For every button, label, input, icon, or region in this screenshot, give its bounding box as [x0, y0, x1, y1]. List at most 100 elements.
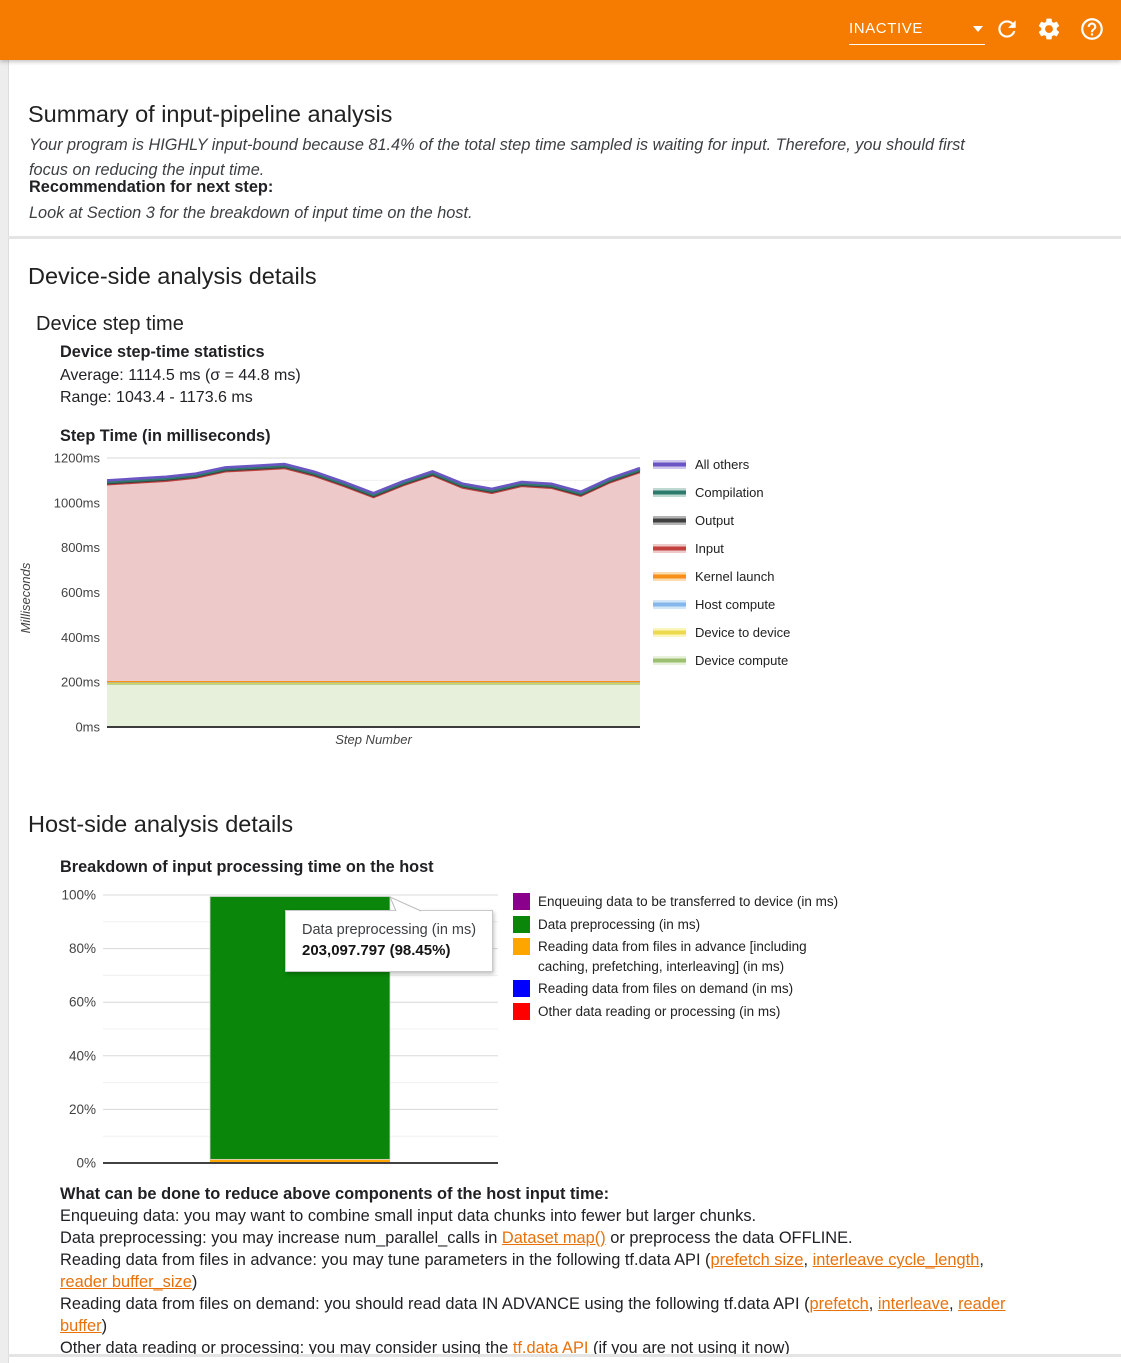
section-divider [8, 236, 1121, 239]
svg-text:1000ms: 1000ms [54, 495, 101, 510]
svg-text:Step Number: Step Number [335, 732, 412, 747]
legend-item: Output [653, 513, 790, 528]
device-step-time-chart: 0ms 200ms 400ms 600ms 800ms 1000ms 1200ms Milli… [18, 448, 665, 765]
bottom-divider [8, 1354, 1121, 1357]
legend-label: Reading data from files on demand (in ms… [538, 981, 794, 996]
tooltip-pointer [383, 895, 429, 918]
settings-button[interactable] [1036, 16, 1064, 44]
help-button[interactable] [1079, 16, 1107, 44]
host-chart-title: Breakdown of input processing time on th… [60, 858, 434, 876]
svg-text:100%: 100% [61, 888, 96, 903]
legend-label: All others [695, 457, 750, 472]
tip-line: buffer) [60, 1317, 108, 1335]
host-chart-legend: Enqueuing data to be transferred to devi… [513, 892, 838, 1024]
legend-label: Reading data from files in advance [incl… [538, 939, 807, 974]
legend-item: Reading data from files in advance [incl… [513, 937, 838, 976]
legend-item: Host compute [653, 597, 790, 612]
legend-swatch-icon [653, 516, 686, 525]
device-chart-title: Step Time (in milliseconds) [60, 427, 271, 445]
legend-item: All others [653, 457, 790, 472]
legend-label: Device to device [695, 625, 791, 640]
legend-swatch-icon [653, 544, 686, 553]
tip-line: Other data reading or processing: you ma… [60, 1339, 790, 1357]
legend-swatch-icon [513, 893, 530, 910]
refresh-icon [994, 20, 1020, 46]
svg-text:800ms: 800ms [61, 540, 101, 555]
legend-label: Output [695, 513, 735, 528]
legend-label: Compilation [695, 485, 764, 500]
svg-text:40%: 40% [69, 1048, 96, 1063]
legend-item: Compilation [653, 485, 790, 500]
legend-item: Device to device [653, 625, 790, 640]
legend-label: Other data reading or processing (in ms) [538, 1003, 781, 1019]
summary-title: Summary of input-pipeline analysis [28, 101, 393, 127]
device-stats-average: Average: 1114.5 ms (σ = 44.8 ms) [60, 367, 301, 384]
device-stats-range: Range: 1043.4 - 1173.6 ms [60, 389, 253, 406]
help-icon [1079, 18, 1105, 46]
legend-label: Enqueuing data to be transferred to devi… [538, 894, 839, 909]
host-section-title: Host-side analysis details [28, 811, 294, 837]
legend-swatch-icon [513, 1002, 530, 1020]
tip-line: Data preprocessing: you may increase num… [60, 1229, 853, 1247]
legend-label: Input [695, 541, 724, 556]
legend-item: Enqueuing data to be transferred to devi… [513, 892, 838, 912]
tfdata-api-link[interactable]: reader [958, 1295, 1006, 1313]
legend-swatch-icon [653, 600, 686, 609]
chevron-down-icon [973, 26, 983, 32]
tip-line: reader buffer_size) [60, 1273, 198, 1291]
legend-item: Data preprocessing (in ms) [513, 915, 838, 935]
svg-text:0%: 0% [76, 1156, 96, 1171]
tfdata-api-link[interactable]: prefetch size [710, 1251, 804, 1269]
recommendation-body: Look at Section 3 for the breakdown of i… [29, 204, 473, 222]
summary-body-line2: focus on reducing the input time. [29, 161, 265, 179]
tooltip-series-name: Data preprocessing (in ms) [302, 922, 477, 938]
legend-swatch-icon [513, 980, 530, 997]
tooltip-value: 203,097.797 (98.45%) [302, 942, 451, 959]
summary-body-line1: Your program is HIGHLY input-bound becau… [29, 136, 965, 154]
recommendation-heading: Recommendation for next step: [29, 178, 274, 196]
legend-swatch-icon [513, 938, 530, 955]
legend-item: Other data reading or processing (in ms) [513, 1002, 838, 1022]
legend-label: Data preprocessing (in ms) [538, 916, 701, 932]
tfdata-api-link[interactable]: prefetch [809, 1295, 869, 1313]
tip-line: What can be done to reduce above compone… [60, 1185, 610, 1203]
legend-label: Device compute [695, 653, 789, 668]
legend-swatch-icon [653, 628, 686, 637]
device-section-title: Device-side analysis details [28, 263, 317, 289]
gear-icon [1036, 18, 1062, 46]
tip-line: Reading data from files in advance: you … [60, 1251, 984, 1269]
legend-swatch-icon [653, 488, 686, 497]
toolbar: INACTIVE [0, 0, 1121, 60]
device-chart-legend: All others Compilation Output Input Kernel l… [653, 457, 790, 681]
svg-text:0ms: 0ms [75, 720, 100, 735]
refresh-button[interactable] [994, 16, 1022, 44]
chart-tooltip: Data preprocessing (in ms) 203,097.797 (… [285, 910, 494, 972]
tip-line: Enqueuing data: you may want to combine … [60, 1207, 757, 1225]
tfdata-api-link[interactable]: tf.data API [512, 1339, 589, 1357]
host-time-reduction-tips: What can be done to reduce above compone… [60, 1183, 1100, 1359]
tfdata-api-link[interactable]: Dataset map() [501, 1229, 606, 1247]
legend-item: Kernel launch [653, 569, 790, 584]
tfdata-api-link[interactable]: reader buffer_size [60, 1273, 192, 1291]
device-stats-heading: Device step-time statistics [60, 343, 265, 361]
capture-status-select[interactable]: INACTIVE [849, 12, 985, 45]
svg-text:80%: 80% [69, 941, 96, 956]
tfdata-api-link[interactable]: interleave cycle_length [812, 1251, 980, 1269]
legend-swatch-icon [653, 572, 686, 581]
status-select-value: INACTIVE [849, 19, 923, 37]
svg-text:600ms: 600ms [61, 585, 101, 600]
tfdata-api-link[interactable]: buffer [60, 1317, 102, 1335]
svg-text:200ms: 200ms [61, 675, 101, 690]
legend-item: Device compute [653, 653, 790, 668]
legend-swatch-icon [653, 656, 686, 665]
svg-text:400ms: 400ms [61, 630, 101, 645]
tfdata-api-link[interactable]: interleave [877, 1295, 949, 1313]
legend-swatch-icon [513, 915, 530, 933]
left-gutter [0, 60, 9, 1363]
legend-item: Input [653, 541, 790, 556]
svg-text:Milliseconds: Milliseconds [20, 562, 33, 633]
svg-text:20%: 20% [69, 1102, 96, 1117]
legend-label: Host compute [695, 597, 776, 612]
legend-item: Reading data from files on demand (in ms… [513, 979, 838, 999]
